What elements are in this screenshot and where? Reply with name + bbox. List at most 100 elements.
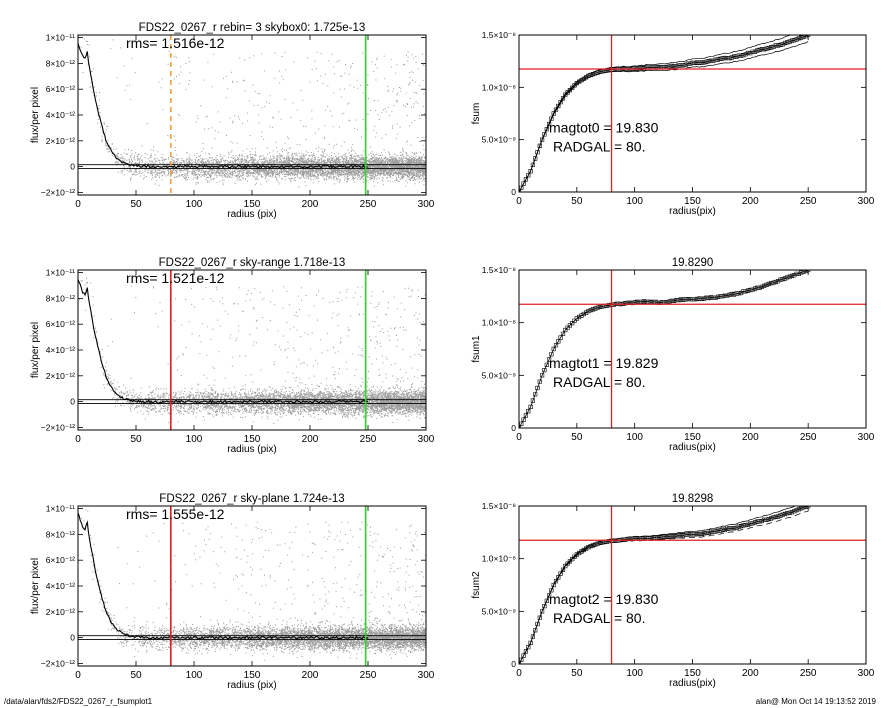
x-tick-label: 0	[516, 668, 522, 679]
x-tick-label: 50	[130, 199, 142, 210]
cumulative-panel-3: 0 50 100 150 200 250 300 1.5×10⁻⁸ 1.0×10⁻⁸ 5.0×10…	[471, 257, 875, 453]
x-axis-label: radius(pix)	[669, 206, 716, 217]
x-tick-label: 0	[516, 432, 522, 443]
scatter-points	[80, 509, 426, 661]
plot-frame	[518, 269, 867, 429]
x-tick-label: 150	[684, 432, 701, 443]
scatter-panel-2: 0 50 100 150 200 250 300 1×10⁻¹¹ 8×10⁻¹² 6×10⁻¹² 4…	[30, 257, 435, 455]
cumulative-panel-5: 0 50 100 150 200 250 300 1.5×10⁻⁸ 1.0×10⁻⁸ 5.0×10…	[471, 493, 875, 689]
magtot-annotation: magtot1 = 19.829	[549, 355, 659, 371]
x-tick-label: 250	[360, 670, 377, 681]
x-tick-label: 100	[626, 432, 643, 443]
x-tick-label: 100	[186, 434, 203, 445]
x-tick-label: 100	[626, 196, 643, 207]
x-tick-label: 250	[800, 668, 817, 679]
y-tick-label: 0	[511, 659, 516, 669]
y-tick-label: 4×10⁻¹²	[46, 110, 75, 120]
y-tick-label: 8×10⁻¹²	[46, 529, 75, 539]
y-tick-label: 2×10⁻¹²	[46, 371, 75, 381]
mean-profile-line	[78, 43, 368, 169]
x-tick-label: 50	[571, 196, 583, 207]
x-axis-label: radius(pix)	[669, 442, 716, 453]
footer-user-time: alan@ Mon Oct 14 19:13:52 2019	[755, 697, 876, 706]
fsum-markers	[519, 35, 811, 192]
y-tick-label: 1.0×10⁻⁸	[482, 554, 517, 564]
scatter-points	[80, 38, 426, 188]
x-tick-label: 0	[516, 196, 522, 207]
fsum-markers	[519, 506, 811, 664]
fsum-curve	[519, 506, 809, 664]
y-tick-label: 6×10⁻¹²	[46, 84, 75, 94]
x-tick-label: 200	[302, 670, 319, 681]
rms-annotation: rms= 1.521e-12	[126, 270, 225, 286]
plot-frame	[518, 34, 867, 193]
fsum-curve	[519, 35, 809, 192]
y-tick-label: 1.0×10⁻⁸	[482, 318, 517, 328]
x-tick-label: 250	[360, 434, 377, 445]
fsum-curve	[519, 270, 809, 428]
y-tick-label: 8×10⁻¹²	[46, 293, 75, 303]
y-tick-label: 2×10⁻¹²	[46, 136, 75, 146]
y-tick-label: 0	[511, 423, 516, 433]
chart-title: 19.8298	[672, 493, 714, 505]
x-tick-label: 300	[858, 196, 875, 207]
x-tick-label: 150	[244, 670, 261, 681]
chart-title: FDS22_0267_r sky-plane 1.724e-13	[159, 493, 344, 505]
x-tick-label: 200	[742, 432, 759, 443]
x-axis-label: radius (pix)	[227, 209, 276, 220]
x-tick-label: 250	[800, 196, 817, 207]
x-axis-label: radius (pix)	[227, 444, 276, 455]
x-tick-label: 100	[626, 668, 643, 679]
mean-profile-line	[78, 279, 369, 404]
y-axis-label: fsum2	[471, 571, 482, 599]
y-tick-label: 1.5×10⁻⁸	[482, 30, 517, 40]
y-tick-label: 5.0×10⁻⁹	[482, 606, 517, 616]
scatter-panel-0: 0 50 100 150 200 250 300 1×10⁻¹¹ 8×10⁻¹² 6×10⁻¹² 4…	[30, 22, 435, 220]
mean-profile-line	[78, 512, 369, 640]
y-tick-label: 4×10⁻¹²	[46, 581, 75, 591]
x-tick-label: 150	[684, 668, 701, 679]
x-tick-label: 0	[75, 199, 81, 210]
upper-bound-curve	[519, 506, 796, 664]
plot-frame	[518, 505, 867, 665]
x-tick-label: 250	[360, 199, 377, 210]
y-tick-label: −2×10⁻¹²	[41, 422, 75, 432]
y-tick-label: 8×10⁻¹²	[46, 58, 75, 68]
y-axis-label: flux/per pixel	[30, 87, 41, 143]
x-tick-label: 200	[302, 199, 319, 210]
x-tick-label: 150	[244, 199, 261, 210]
radgal-annotation: RADGAL = 80.	[553, 610, 645, 626]
x-tick-label: 0	[75, 434, 81, 445]
y-tick-label: 1×10⁻¹¹	[46, 268, 75, 278]
x-tick-label: 300	[418, 434, 435, 445]
x-tick-label: 150	[684, 196, 701, 207]
rms-annotation: rms= 1.516e-12	[126, 35, 225, 51]
y-tick-label: 1×10⁻¹¹	[46, 33, 75, 43]
magtot-annotation: magtot0 = 19.830	[549, 119, 659, 135]
chart-title: 19.8290	[672, 257, 714, 269]
x-tick-label: 150	[244, 434, 261, 445]
x-tick-label: 50	[130, 434, 142, 445]
magtot-annotation: magtot2 = 19.830	[549, 591, 659, 607]
y-tick-label: 0	[70, 162, 75, 172]
radgal-annotation: RADGAL = 80.	[553, 138, 645, 154]
y-tick-label: 2×10⁻¹²	[46, 607, 75, 617]
y-tick-label: 6×10⁻¹²	[46, 555, 75, 565]
y-tick-label: 4×10⁻¹²	[46, 345, 75, 355]
scatter-panel-4: 0 50 100 150 200 250 300 1×10⁻¹¹ 8×10⁻¹² 6×10⁻¹² 4…	[30, 493, 435, 691]
x-tick-label: 100	[186, 199, 203, 210]
x-tick-label: 300	[418, 670, 435, 681]
scatter-points	[79, 277, 426, 424]
x-tick-label: 300	[418, 199, 435, 210]
y-axis-label: flux/per pixel	[30, 322, 41, 378]
y-axis-label: fsum	[471, 103, 482, 125]
y-tick-label: −2×10⁻¹²	[41, 658, 75, 668]
upper-bound-curve	[519, 35, 792, 192]
y-tick-label: 1×10⁻¹¹	[46, 504, 75, 514]
x-axis-label: radius (pix)	[227, 680, 276, 691]
x-tick-label: 250	[800, 432, 817, 443]
y-tick-label: 6×10⁻¹²	[46, 319, 75, 329]
plot-frame	[77, 34, 427, 196]
y-tick-label: 0	[511, 187, 516, 197]
